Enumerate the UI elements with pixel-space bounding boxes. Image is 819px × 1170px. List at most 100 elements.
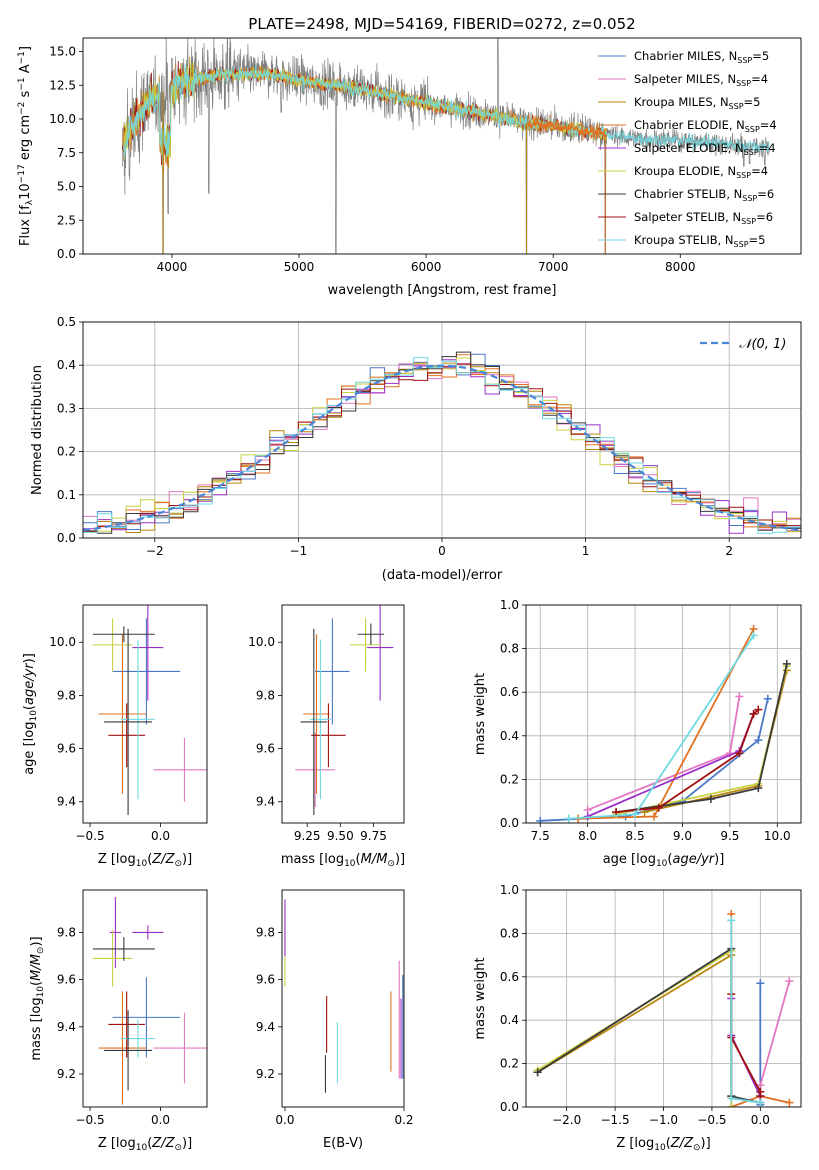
x-axis-label: wavelength [Angstrom, rest frame] [328,283,557,298]
legend-entry: 𝒩(0, 1) [739,337,786,352]
error-bar-point [108,703,145,768]
y-tick-label: 9.2 [57,1067,76,1081]
y-tick-label: 0.3 [57,401,76,415]
legend-entry: Chabrier STELIB, NSSP=6 [634,187,774,203]
legend-entry-name: Kroupa STELIB, N [634,233,734,247]
error-bar-point [132,605,164,701]
error-bar-point [132,925,164,940]
y-tick-label: 1.0 [500,598,519,612]
error-bar-point [303,634,330,794]
error-bar-point [92,618,133,672]
series-chabrier_stelib [533,944,765,1107]
histogram-kroupa_stelib [83,357,801,534]
x-tick-label: −2.0 [552,1113,581,1127]
series-line [587,713,755,818]
error-bar-point [357,623,385,645]
y-tick-label: 0.0 [57,247,76,261]
axes-frame [525,889,802,1108]
x-tick-label: 1 [582,544,590,558]
error-bar-point [109,897,122,968]
axes-frame [281,889,405,1108]
y-tick-label: 9.4 [57,795,76,809]
error-bar-point [311,703,346,768]
x-tick-label: −1.0 [649,1113,678,1127]
error-bar-point [98,991,147,1105]
x-tick-label: 2 [725,544,733,558]
x-axis-label: (data-model)/error [382,568,503,583]
y-tick-label: 9.4 [256,1020,275,1034]
data-point-marker [735,749,744,758]
x-tick-label: 8.5 [626,829,645,843]
y-tick-label: 0.4 [500,729,519,743]
error-bar-point [309,639,332,800]
y-tick-label: 12.5 [49,78,76,92]
legend-entry: Chabrier ELODIE, NSSP=4 [634,118,777,134]
model-spectrum-chabrier-elodie-red [527,117,608,141]
x-tick-label: −0.5 [75,1113,104,1127]
data-point-marker [785,977,794,986]
series-salpeter_miles [583,692,744,814]
legend-entry-subscript: SSP [745,125,760,134]
x-tick-label: 4000 [157,260,188,274]
x-tick-label: 7000 [538,260,569,274]
x-tick-label: 0.0 [275,1113,294,1127]
legend-entry-name: Salpeter STELIB, N [634,210,741,224]
series-kroupa_stelib [727,916,765,1107]
series-salpeter_stelib [612,705,763,817]
error-bar-point [366,605,394,701]
x-axis-label: E(B-V) [323,1136,363,1151]
error-bar-point [121,1019,155,1058]
error-bar-point [104,1010,153,1091]
mass_vs_EBV-plot [284,899,404,1093]
error-bar-point [112,977,181,1058]
y-tick-label: 5.0 [57,180,76,194]
x-axis-label: mass [log10(M/M⊙)] [281,852,405,869]
data-point-marker [785,1098,794,1107]
error-bar-point [112,618,181,725]
y-tick-label: 0.1 [57,488,76,502]
axes: −0.5 0.0 9.4 9.6 9.8 10.0 [49,635,170,843]
x-tick-label: −2 [146,544,164,558]
x-tick-label: 8000 [665,260,696,274]
series-salpeter_elodie [727,994,765,1101]
legend-entry-name: Kroupa ELODIE, N [634,164,736,178]
residuals-plot [83,351,801,534]
data-point-marker [763,694,772,703]
x-axis-label: Z [log10(Z/Z⊙)] [98,852,192,869]
legend-entry: Kroupa STELIB, NSSP=5 [634,233,765,249]
massweight_vs_age-plot [536,624,791,823]
legend-entry-value: =6 [757,187,774,201]
x-tick-label: −0.5 [697,1113,726,1127]
axes-frame [82,37,802,255]
axes: −0.5 0.0 9.2 9.4 9.6 9.8 [57,925,170,1127]
chart-age_vs_mass: 9.25 9.50 9.75 9.4 9.6 9.8 10.0 mass [log10(M/M… [248,604,405,869]
error-bar-point [121,639,155,800]
x-axis-label: age [log10(age/yr)] [603,852,725,869]
series-salpeter_stelib [727,990,765,1101]
age_vs_Z-plot [92,605,207,816]
series-line [730,920,761,1104]
y-tick-label: 9.6 [256,973,275,987]
data-point-marker [533,1068,542,1077]
legend-entry: Salpeter MILES, NSSP=4 [634,72,768,88]
data-point-marker [754,784,763,793]
data-point-marker [756,979,765,988]
legend-entry-value: =5 [752,49,769,63]
massweight_vs_Z-plot [533,909,794,1107]
axes-frame [82,321,802,539]
x-tick-label: 6000 [411,260,442,274]
legend-entry-name: Salpeter ELODIE, N [634,141,744,155]
legend-entry-value: =5 [749,233,766,247]
axes: 4000 5000 6000 7000 8000 0.0 2.5 5.0 7.5 10.0 12.5… [49,45,695,275]
error-bar-point [153,737,207,802]
y-tick-label: 10.0 [248,635,275,649]
x-tick-label: −0.5 [75,829,104,843]
y-tick-label: 9.4 [57,1020,76,1034]
axes-frame [82,889,208,1108]
legend-entry-value: =4 [751,72,768,86]
y-tick-label: 0.2 [500,772,519,786]
y-tick-label: 7.5 [57,146,76,160]
data-point-marker [735,692,744,701]
legend-entry-name: Chabrier ELODIE, N [634,118,745,132]
x-tick-label: 7.5 [531,829,550,843]
